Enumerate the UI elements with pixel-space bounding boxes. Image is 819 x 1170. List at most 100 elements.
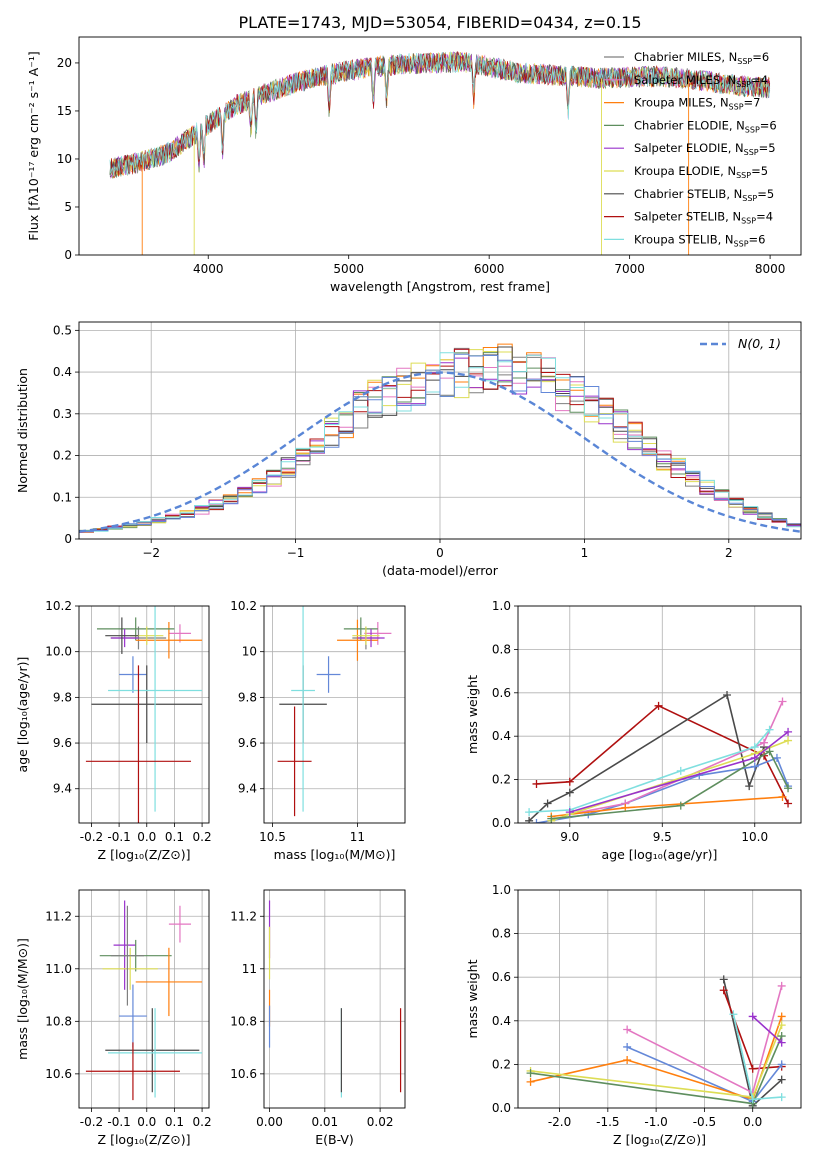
legend-label: Kroupa ELODIE, NSSP=5 (634, 164, 768, 180)
axes-frame (78, 321, 802, 540)
y-tick-label: 10.6 (45, 1067, 72, 1081)
weight-point-marker (784, 784, 793, 793)
x-axis-label: age [log₁₀(age/yr)] (602, 847, 718, 862)
weight-point-marker (723, 690, 732, 699)
y-tick-label: 0.8 (492, 642, 511, 656)
x-tick-label: 4000 (193, 262, 224, 276)
weight-point-marker (532, 779, 541, 788)
weight-point-marker (719, 975, 728, 984)
weight-point-marker (784, 727, 793, 736)
y-tick-label: 15 (57, 104, 72, 118)
plot-area (277, 606, 392, 817)
plot-area (85, 900, 203, 1101)
weight-point-marker (623, 1056, 632, 1065)
y-tick-label: 0.4 (53, 365, 72, 379)
x-tick-label: 0.0 (137, 1115, 156, 1129)
y-tick-label: 1.0 (492, 883, 511, 897)
weight-point-marker (748, 1012, 757, 1021)
weight-point-marker (654, 701, 663, 710)
x-tick-label: 2 (725, 546, 733, 560)
x-tick-label: -0.2 (80, 830, 103, 844)
axes-frame (78, 36, 802, 256)
x-tick-label: -0.1 (107, 830, 130, 844)
legend-label: Kroupa MILES, NSSP=7 (634, 96, 760, 112)
x-tick-label: -0.2 (80, 1115, 103, 1129)
x-tick-label: -2.0 (548, 1115, 571, 1129)
weight-point-marker (777, 1075, 786, 1084)
y-tick-label: 9.4 (53, 782, 72, 796)
y-axis-label: mass weight (465, 959, 480, 1038)
weight-point-marker (526, 1077, 535, 1086)
y-tick-label: 10.8 (45, 1014, 72, 1028)
weight-point-marker (748, 1095, 757, 1104)
weight-point-marker (547, 814, 556, 823)
weight-series-line (752, 1015, 783, 1044)
x-axis-label: wavelength [Angstrom, rest frame] (330, 279, 550, 294)
legend-label: Chabrier ELODIE, NSSP=6 (634, 118, 777, 134)
x-tick-label: 5000 (333, 262, 364, 276)
weight-point-marker (623, 1042, 632, 1051)
weight-point-marker (525, 816, 534, 823)
plot-area (268, 900, 402, 1098)
y-tick-label: 0.2 (492, 773, 511, 787)
y-tick-label: 11.2 (230, 909, 257, 923)
y-tick-label: 10.2 (45, 599, 72, 613)
weight-point-marker (565, 788, 574, 797)
x-axis-label: E(B-V) (315, 1132, 354, 1147)
x-tick-label: 6000 (474, 262, 505, 276)
y-tick-label: 0.0 (492, 816, 511, 830)
weight-point-marker (532, 819, 541, 823)
spectrum-panel: 4000 5000 6000 7000 8000 0 5 10 15 20 wavelength [… (26, 36, 802, 294)
x-tick-label: 9.5 (653, 830, 672, 844)
y-tick-label: 1.0 (492, 599, 511, 613)
legend-label: Salpeter MILES, NSSP=4 (634, 73, 768, 89)
y-tick-label: 11.0 (45, 962, 72, 976)
y-axis-label: Normed distribution (15, 368, 30, 493)
weight-point-marker (777, 1093, 786, 1102)
mass-vs-z-panel: -0.2 -0.1 0.0 0.1 0.2 10.6 10.8 11.0 11.2 Z [log₁… (15, 889, 212, 1147)
x-tick-label: 0.00 (256, 1115, 283, 1129)
x-tick-label: -1.5 (596, 1115, 619, 1129)
x-tick-label: −1 (287, 546, 305, 560)
axes-frame (78, 889, 210, 1109)
weight-point-marker (525, 808, 534, 817)
legend-label: Chabrier STELIB, NSSP=5 (634, 187, 774, 203)
residual-histogram (79, 353, 801, 539)
plot-area (525, 690, 793, 823)
axes-frame (78, 605, 210, 824)
spectrum-legend: Chabrier MILES, NSSP=6 Salpeter MILES, NS… (604, 50, 777, 248)
y-axis-label: age [log₁₀(age/yr)] (15, 657, 30, 773)
x-tick-label: 0.02 (367, 1115, 394, 1129)
axes-frame (263, 889, 406, 1109)
x-axis-label: Z [log₁₀(Z/Z⊙)] (613, 1132, 706, 1147)
y-tick-label: 0.1 (53, 490, 72, 504)
y-tick-label: 10 (242, 645, 257, 659)
x-tick-label: 9.0 (560, 830, 579, 844)
weight-point-marker (777, 1038, 786, 1047)
y-tick-label: 20 (57, 56, 72, 70)
weight-series-line (530, 1016, 783, 1101)
axes-frame (517, 889, 802, 1109)
weight-point-marker (778, 792, 787, 801)
weight-point-marker (765, 725, 774, 734)
y-tick-label: 11 (242, 962, 257, 976)
y-tick-label: 9.8 (238, 690, 257, 704)
y-tick-label: 10.6 (230, 1067, 257, 1081)
y-tick-label: 11.2 (45, 909, 72, 923)
x-tick-label: 0.0 (743, 1115, 762, 1129)
weight-point-marker (772, 753, 781, 762)
y-tick-label: 10 (57, 152, 72, 166)
weight-point-marker (777, 1012, 786, 1021)
y-tick-label: 0 (64, 248, 72, 262)
y-tick-label: 0.8 (492, 927, 511, 941)
weight-point-marker (565, 777, 574, 786)
y-tick-label: 9.4 (238, 782, 257, 796)
x-tick-label: 0 (436, 546, 444, 560)
y-axis-label: Flux [fλ10⁻¹⁷ erg cm⁻² s⁻¹ A⁻¹] (26, 51, 41, 240)
x-tick-label: 10.0 (741, 830, 768, 844)
x-tick-label: -1.0 (644, 1115, 667, 1129)
y-tick-label: 9.8 (53, 690, 72, 704)
plot-area (79, 343, 801, 539)
weight-series-line (551, 750, 789, 820)
